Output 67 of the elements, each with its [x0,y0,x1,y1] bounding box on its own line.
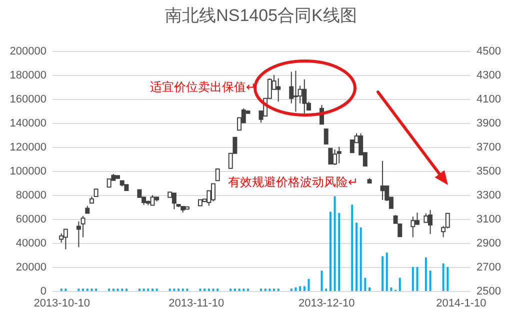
bar [382,256,384,291]
y2-tick-label: 2500 [476,286,501,298]
bar [303,286,306,291]
x-tick-label: 2014-1-10 [436,298,486,310]
bar [334,196,336,291]
y2-tick-label: 3700 [476,142,501,154]
y2-tick-label: 3500 [476,166,501,178]
y-tick-label: 100000 [10,166,46,178]
bar [398,278,401,291]
y2-tick-label: 3300 [476,190,501,202]
candlestick [172,192,176,210]
bar [424,257,427,291]
annotation: 有效规避价格波动风险↵ [228,175,358,189]
candlestick [350,140,354,154]
bar [442,263,444,291]
candlestick [336,146,342,164]
bar [355,222,358,291]
bar [329,212,332,291]
y2-tick-label: 2700 [476,262,501,274]
bar [320,270,323,291]
y2-tick-label: 3900 [476,118,501,130]
bar [368,287,371,291]
candlestick [302,78,307,114]
y-tick-label: 60000 [16,214,46,226]
y-tick-label: 140000 [10,118,46,130]
candlestick [293,70,298,112]
candlestick [80,215,86,238]
bar [360,227,362,291]
bar [299,286,302,291]
candlestick [215,168,220,182]
y-tick-label: 160000 [10,94,46,106]
bar [338,213,340,291]
y-tick-label: 40000 [16,238,46,250]
y-tick-label: 80000 [16,190,46,202]
bar [412,267,414,291]
bar [386,252,388,291]
candlestick [298,85,302,104]
bar [294,287,297,291]
bar [390,287,392,291]
candlestick [150,194,155,206]
y2-tick-label: 4500 [476,46,501,58]
x-tick-label: 2013-11-10 [168,298,224,310]
y-tick-label: 20000 [16,262,46,274]
candlestick [324,128,328,144]
bar [351,204,354,291]
y-tick-label: 200000 [10,46,46,58]
bar [308,279,310,291]
candlestick [63,228,68,250]
annotation: 适宜价位卖出保值↵ [150,80,256,94]
chart-title: 南北线NS1405合同K线图 [165,6,357,25]
y2-tick-label: 3100 [476,214,501,226]
candlestick [276,78,281,102]
candlestick [410,216,416,238]
bar [429,270,432,291]
candlestick [328,148,333,165]
y-tick-label: 0 [40,286,46,298]
y2-tick-label: 4100 [476,94,501,106]
candlestick [380,160,385,201]
y-tick-label: 180000 [10,70,46,82]
bar [446,267,449,291]
x-tick-label: 2013-12-10 [298,298,355,310]
y-tick-label: 120000 [10,142,46,154]
bar [416,267,418,291]
y2-tick-label: 2900 [476,238,501,250]
y2-tick-label: 4300 [476,70,501,82]
bar [364,278,366,291]
x-tick-label: 2013-10-10 [34,298,90,310]
